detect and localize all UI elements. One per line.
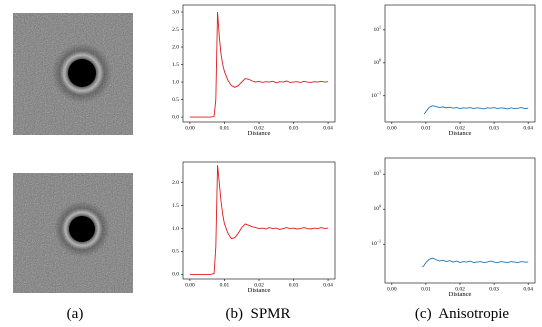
plot-frame [183,162,335,279]
data-line [190,165,328,274]
image-bottom [13,173,133,293]
y-tick-exponent: −1 [377,239,381,244]
plot-frame [385,158,535,283]
x-tick-label: 0.03 [489,125,499,131]
y-tick-label: 101 [374,169,382,178]
y-tick-label: 101 [374,24,382,33]
x-tick-label: 0.01 [421,125,431,131]
x-tick-label: 0.01 [421,286,431,292]
figure: (a) (b) SPMR (c) Anisotropie 0.000.010.0… [0,0,542,327]
x-tick-label: 0.04 [323,282,333,288]
y-tick-label: 3.0 [172,9,179,15]
y-tick-exponent: 1 [379,24,381,29]
x-axis-label: Distance [449,291,472,298]
caption: (b) SPMR [225,306,290,322]
caption: (a) [67,306,84,322]
x-tick-label: 0.01 [220,125,230,131]
x-tick-label: 0.00 [387,125,397,131]
y-tick-label: 1.5 [172,203,179,209]
x-tick-label: 0.04 [323,125,333,131]
plot-frame [385,5,535,122]
y-tick-exponent: 0 [379,57,381,62]
y-tick-label: 10−1 [371,239,381,248]
data-line [424,106,528,114]
plot-frame [183,5,335,122]
y-tick-label: 2.5 [172,27,179,33]
y-tick-exponent: 0 [379,204,381,209]
y-tick-exponent: 1 [379,169,381,174]
y-tick-label: 0.0 [172,272,179,278]
x-tick-label: 0.03 [289,282,299,288]
y-tick-exponent: −1 [377,90,381,95]
x-tick-label: 0.04 [523,125,533,131]
x-tick-label: 0.00 [387,286,397,292]
y-tick-label: 100 [374,204,382,213]
y-tick-label: 1.0 [172,79,179,85]
x-tick-label: 0.03 [489,286,499,292]
x-tick-label: 0.04 [523,286,533,292]
y-tick-label: 0.0 [172,114,179,120]
y-tick-label: 1.5 [172,62,179,68]
x-axis-label: Distance [248,287,271,294]
x-tick-label: 0.00 [185,282,195,288]
data-line [423,258,529,267]
x-tick-label: 0.00 [185,125,195,131]
y-tick-label: 0.5 [172,249,179,255]
y-tick-label: 2.0 [172,44,179,50]
x-tick-label: 0.03 [289,125,299,131]
x-tick-label: 0.01 [220,282,230,288]
y-tick-label: 100 [374,57,382,66]
y-tick-label: 0.5 [172,97,179,103]
image-top [13,13,133,135]
data-line [190,12,328,117]
x-axis-label: Distance [248,130,271,137]
y-tick-label: 2.0 [172,180,179,186]
caption: (c) Anisotropie [415,306,509,322]
x-axis-label: Distance [449,130,472,137]
y-tick-label: 1.0 [172,226,179,232]
y-tick-label: 10−1 [371,90,381,99]
